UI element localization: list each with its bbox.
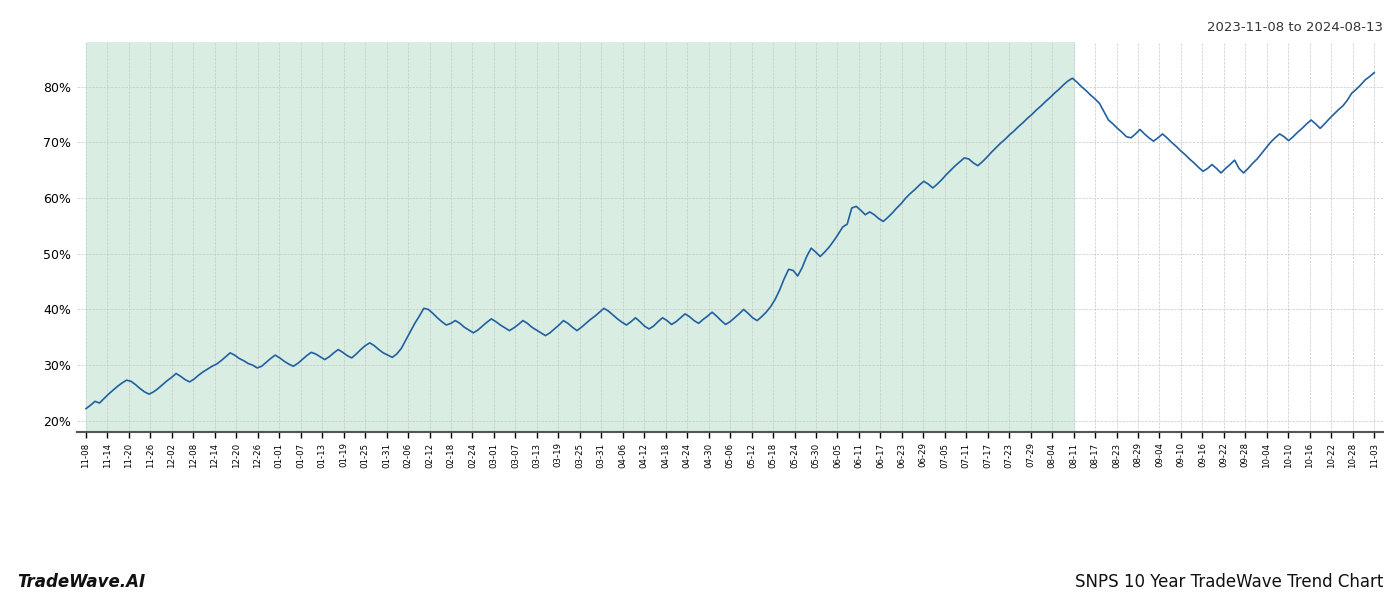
Text: SNPS 10 Year TradeWave Trend Chart: SNPS 10 Year TradeWave Trend Chart [1075,573,1383,591]
Bar [85,42,1074,432]
Text: 2023-11-08 to 2024-08-13: 2023-11-08 to 2024-08-13 [1207,21,1383,34]
Text: TradeWave.AI: TradeWave.AI [17,573,146,591]
